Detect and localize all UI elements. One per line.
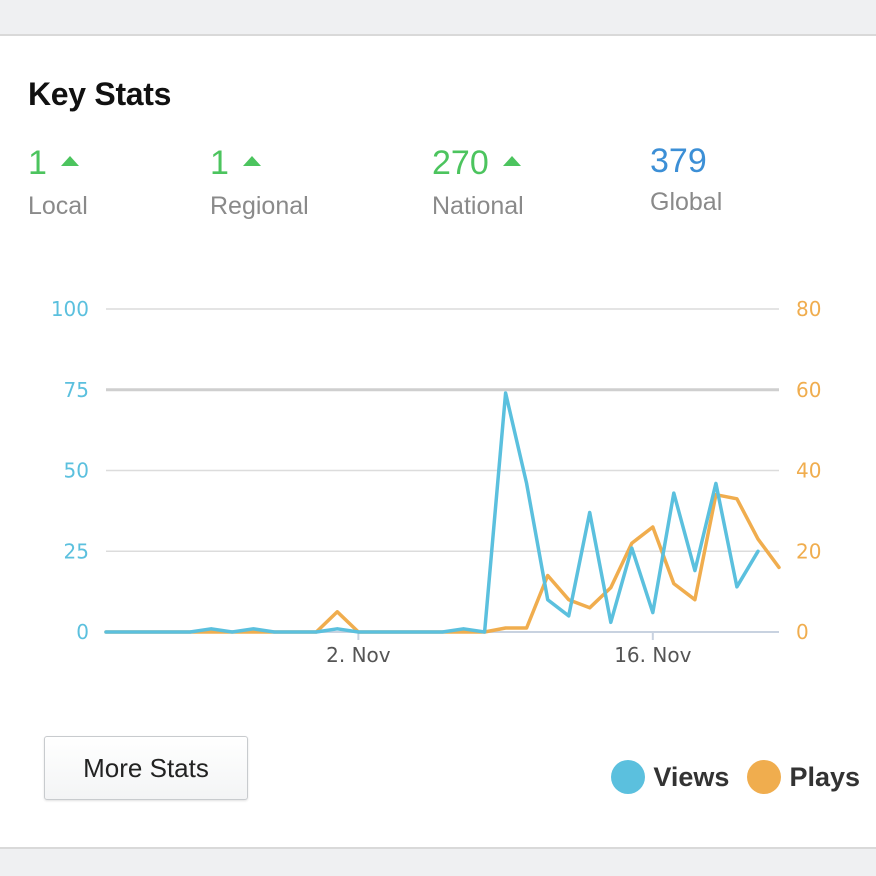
y-left-tick-label: 0 — [76, 620, 89, 644]
legend-dot-views — [611, 760, 646, 794]
trend-up-icon — [60, 156, 79, 166]
stat-local-value: 1 — [28, 144, 47, 182]
y-right-tick-label: 60 — [796, 378, 821, 402]
stat-national-value: 270 — [432, 144, 489, 182]
y-right-tick-label: 20 — [796, 539, 821, 563]
stat-regional-label: Regional — [210, 192, 309, 220]
y-left-tick-label: 50 — [64, 459, 89, 483]
stat-local: 1 Local — [28, 142, 88, 221]
key-stats-card: Key Stats 1 Local 1 Regional 270 Nationa… — [0, 34, 876, 849]
legend-dot-plays — [747, 760, 782, 794]
card-title: Key Stats — [28, 76, 172, 112]
stat-global-label: Global — [650, 188, 723, 216]
more-stats-button[interactable]: More Stats — [44, 736, 248, 800]
legend-label-plays: Plays — [789, 761, 860, 792]
y-right-tick-label: 80 — [796, 297, 821, 321]
chart-legend: Views Plays — [593, 760, 860, 794]
trend-up-icon — [502, 156, 521, 166]
x-tick-label: 2. Nov — [326, 643, 391, 667]
legend-item-plays[interactable]: Plays — [747, 760, 860, 794]
y-left-tick-label: 75 — [64, 378, 89, 402]
x-tick-label: 16. Nov — [614, 643, 691, 667]
trend-up-icon — [242, 156, 261, 166]
stat-regional: 1 Regional — [210, 142, 309, 221]
stat-regional-value: 1 — [210, 144, 229, 182]
y-right-tick-label: 40 — [796, 459, 821, 483]
y-left-tick-label: 100 — [51, 297, 89, 321]
series-line-views — [104, 391, 760, 634]
stat-global-value: 379 — [650, 142, 707, 180]
stat-national: 270 National — [432, 142, 524, 221]
stat-global: 379 Global — [650, 140, 722, 217]
legend-item-views[interactable]: Views — [611, 760, 729, 794]
stat-national-label: National — [432, 192, 524, 220]
y-right-tick-label: 0 — [796, 620, 809, 644]
y-left-tick-label: 25 — [64, 539, 89, 563]
legend-label-views: Views — [653, 761, 730, 792]
views-plays-line-chart: 0 0 25 20 50 40 75 60 100 80 2. Nov 16. Nov — [51, 297, 822, 667]
stat-local-label: Local — [28, 192, 88, 220]
